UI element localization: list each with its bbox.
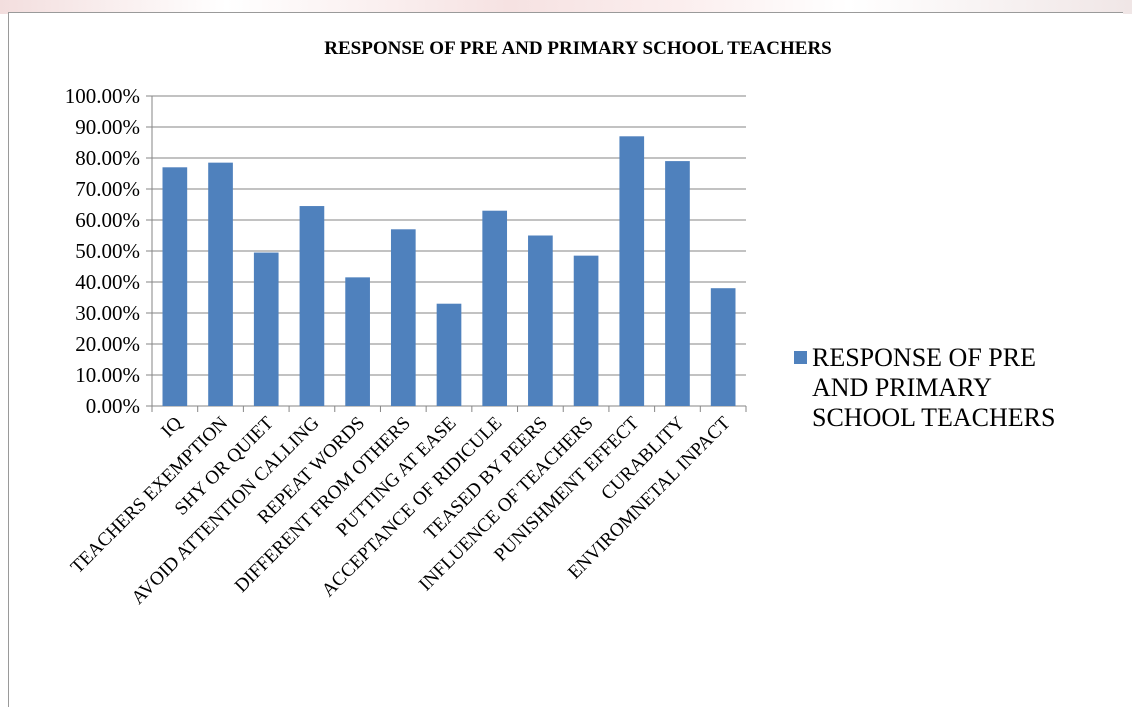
background-header-strip bbox=[0, 0, 1132, 14]
bar bbox=[436, 303, 462, 406]
y-tick-label: 40.00% bbox=[75, 270, 140, 294]
legend-label: RESPONSE OF PRE AND PRIMARY SCHOOL TEACHER… bbox=[812, 343, 1055, 432]
legend-label-line: RESPONSE OF PRE bbox=[812, 343, 1036, 372]
y-tick-label: 30.00% bbox=[75, 301, 140, 325]
bar bbox=[528, 235, 553, 406]
bar bbox=[390, 229, 416, 406]
chart-title: RESPONSE OF PRE AND PRIMARY SCHOOL TEACH… bbox=[324, 38, 831, 59]
bar bbox=[619, 136, 645, 407]
legend-swatch bbox=[794, 351, 807, 364]
y-tick-label: 20.00% bbox=[75, 332, 140, 356]
y-tick-label: 100.00% bbox=[65, 84, 140, 108]
bar bbox=[482, 210, 508, 406]
y-tick-label: 60.00% bbox=[75, 208, 140, 232]
bar bbox=[253, 252, 279, 406]
y-tick-label: 70.00% bbox=[75, 177, 140, 201]
legend: RESPONSE OF PRE AND PRIMARY SCHOOL TEACHER… bbox=[794, 343, 1055, 432]
x-category-label: IQ bbox=[157, 412, 186, 441]
x-category-label: AVOID ATTENTION CALLING bbox=[128, 412, 324, 608]
bar bbox=[162, 167, 188, 406]
bar bbox=[665, 161, 690, 406]
bar bbox=[710, 288, 736, 406]
chart-frame bbox=[8, 12, 1123, 707]
bar bbox=[345, 277, 370, 406]
bar bbox=[208, 162, 233, 406]
bars bbox=[162, 136, 736, 407]
bar bbox=[299, 206, 325, 406]
y-tick-label: 50.00% bbox=[75, 239, 140, 263]
legend-label-line: SCHOOL TEACHERS bbox=[812, 403, 1055, 432]
bar bbox=[573, 255, 599, 406]
y-axis-tick-labels: 0.00% 10.00% 20.00% 30.00% 40.00% 50.00% 60.00… bbox=[65, 84, 140, 418]
y-tick-label: 90.00% bbox=[75, 115, 140, 139]
gridlines bbox=[152, 95, 746, 376]
legend-label-line: AND PRIMARY bbox=[812, 373, 992, 402]
y-tick-label: 0.00% bbox=[86, 394, 140, 418]
y-tick-label: 80.00% bbox=[75, 146, 140, 170]
y-tick-label: 10.00% bbox=[75, 363, 140, 387]
